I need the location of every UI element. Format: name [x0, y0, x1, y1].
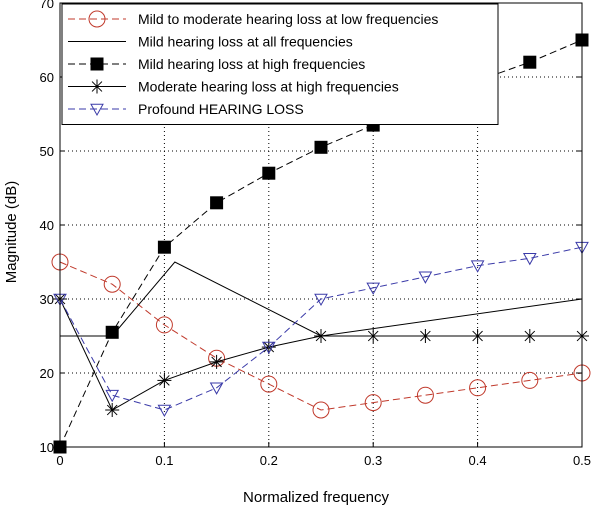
series-0 — [51, 253, 591, 419]
legend-marker — [90, 57, 104, 71]
data-point — [521, 371, 539, 389]
data-point — [470, 329, 485, 343]
data-point — [210, 196, 224, 210]
series-4 — [53, 241, 589, 418]
data-point — [314, 140, 328, 154]
legend: Mild to moderate hearing loss at low fre… — [61, 3, 499, 125]
data-point — [522, 329, 537, 343]
data-point — [157, 373, 172, 388]
x-axis-label: Normalized frequency — [243, 489, 389, 506]
data-point — [418, 329, 433, 343]
x-tick-label: 0.1 — [155, 453, 173, 468]
series-3 — [53, 292, 589, 417]
data-point — [105, 325, 119, 339]
data-point — [209, 354, 224, 369]
legend-marker — [90, 103, 104, 117]
y-tick-label: 50 — [40, 144, 54, 159]
data-point — [103, 275, 121, 293]
data-point — [522, 253, 537, 266]
data-point — [418, 271, 433, 284]
y-tick-label: 20 — [40, 366, 54, 381]
y-tick-label: 60 — [40, 70, 54, 85]
data-point — [523, 55, 537, 69]
series-line — [59, 261, 583, 411]
data-point — [105, 403, 120, 417]
ticks: 0 0.1 0.2 0.3 0.4 0.5 10 20 30 40 50 60 70 — [40, 0, 591, 468]
y-tick-label: 10 — [40, 440, 54, 455]
legend-marker — [88, 10, 106, 28]
legend-label: Profound HEARING LOSS — [138, 101, 304, 117]
x-tick-label: 0 — [56, 453, 63, 468]
x-tick-label: 0.5 — [573, 453, 591, 468]
legend-marker — [90, 79, 104, 94]
series-line — [60, 261, 583, 337]
data-point — [105, 389, 120, 403]
data-point — [155, 316, 173, 334]
legend-box — [61, 3, 499, 125]
x-tick-label: 0.4 — [469, 453, 487, 468]
data-point — [366, 282, 381, 295]
data-point — [470, 260, 485, 273]
data-point — [261, 341, 276, 355]
data-point — [209, 382, 224, 395]
legend-label: Mild to moderate hearing loss at low fre… — [138, 11, 438, 27]
y-tick-label: 40 — [40, 218, 54, 233]
series-1 — [60, 261, 583, 337]
x-tick-label: 0.3 — [364, 453, 382, 468]
data-point — [262, 166, 276, 180]
data-point — [366, 329, 381, 343]
y-tick-label: 30 — [40, 292, 54, 307]
data-point — [314, 293, 328, 307]
data-point — [312, 401, 330, 419]
data-point — [157, 240, 171, 254]
data-point — [260, 375, 278, 393]
legend-label: Mild hearing loss at high frequencies — [138, 56, 365, 72]
data-point — [416, 386, 434, 404]
series-line — [59, 298, 582, 411]
data-point — [157, 404, 172, 418]
data-point — [469, 379, 487, 397]
x-tick-label: 0.2 — [260, 453, 278, 468]
y-axis-label: Magnitude (dB) — [3, 181, 20, 284]
series-line — [59, 246, 583, 411]
data-point — [364, 394, 382, 412]
y-tick-label: 70 — [40, 0, 54, 11]
legend-label: Mild hearing loss at all frequencies — [138, 34, 353, 50]
legend-label: Moderate hearing loss at high frequencie… — [138, 79, 399, 95]
data-point — [314, 329, 328, 343]
